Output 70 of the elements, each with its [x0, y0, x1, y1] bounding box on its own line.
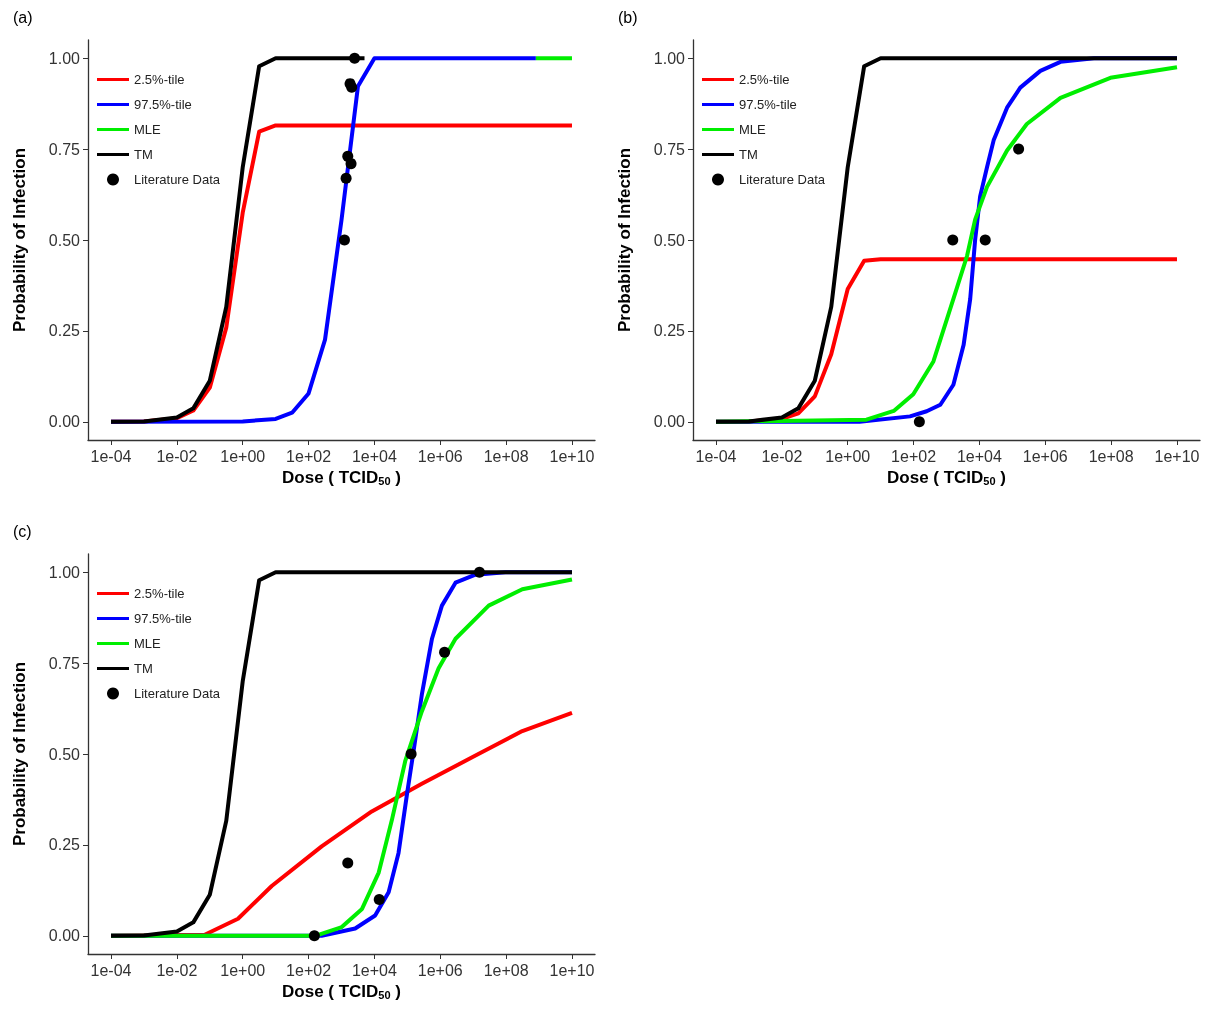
legend-label: Literature Data [134, 686, 221, 701]
chart-title: (a) [13, 8, 33, 26]
y-tick-label: 0.25 [48, 322, 81, 340]
x-tick-label: 1e+04 [351, 447, 397, 465]
x-tick-label: 1e-02 [156, 447, 198, 465]
chart-title: (b) [618, 8, 638, 26]
legend-label: TM [134, 661, 153, 676]
x-tick-label: 1e+10 [549, 447, 595, 465]
y-tick-label: 0.75 [653, 140, 686, 158]
y-tick-label: 0.00 [48, 413, 81, 431]
y-tick-label: 0.75 [48, 140, 81, 158]
x-tick-label: 1e-02 [761, 447, 803, 465]
legend-label: Literature Data [739, 172, 826, 187]
legend-label: MLE [739, 122, 767, 137]
y-tick-label: 0.75 [48, 654, 81, 672]
legend-label: 2.5%-tile [134, 72, 185, 87]
y-axis-title: Probability of Infection [10, 147, 29, 333]
point [913, 416, 925, 428]
point [373, 893, 385, 905]
y-tick-label: 0.25 [653, 322, 686, 340]
x-tick-label: 1e+06 [1022, 447, 1068, 465]
x-tick-label: 1e+08 [1088, 447, 1134, 465]
legend-label: TM [134, 147, 153, 162]
y-tick-label: 0.50 [48, 231, 81, 249]
point [473, 566, 485, 578]
legend-label: 2.5%-tile [134, 586, 185, 601]
x-tick-label: 1e+02 [286, 961, 332, 979]
chart-title: (c) [13, 522, 32, 540]
y-tick-label: 0.25 [48, 836, 81, 854]
x-tick-label: 1e-04 [90, 447, 132, 465]
y-tick-label: 0.00 [48, 927, 81, 945]
legend-label: 97.5%-tile [739, 97, 797, 112]
y-axis-title: Probability of Infection [615, 147, 634, 333]
y-axis-title: Probability of Infection [10, 661, 29, 847]
x-tick-label: 1e+08 [483, 447, 529, 465]
y-tick-label: 1.00 [48, 563, 81, 581]
point [342, 857, 354, 869]
point [947, 234, 959, 246]
x-tick-label: 1e+10 [549, 961, 595, 979]
y-tick-label: 0.50 [653, 231, 686, 249]
y-tick-label: 0.00 [653, 413, 686, 431]
point [979, 234, 991, 246]
legend-label: 97.5%-tile [134, 611, 192, 626]
y-tick-label: 0.50 [48, 745, 81, 763]
legend-label: MLE [134, 636, 162, 651]
y-tick-label: 1.00 [48, 49, 81, 67]
x-tick-label: 1e+00 [220, 961, 266, 979]
x-tick-label: 1e+10 [1154, 447, 1200, 465]
point [308, 930, 320, 942]
x-tick-label: 1e+02 [891, 447, 937, 465]
legend-label: 2.5%-tile [739, 72, 790, 87]
x-tick-label: 1e+00 [825, 447, 871, 465]
legend-label: Literature Data [134, 172, 221, 187]
x-tick-label: 1e+06 [417, 447, 463, 465]
x-tick-label: 1e+04 [956, 447, 1002, 465]
legend-label: 97.5%-tile [134, 97, 192, 112]
x-tick-label: 1e-04 [90, 961, 132, 979]
y-tick-label: 1.00 [653, 49, 686, 67]
point [1013, 143, 1025, 155]
x-tick-label: 1e+04 [351, 961, 397, 979]
legend-label: MLE [134, 122, 162, 137]
x-tick-label: 1e+06 [417, 961, 463, 979]
x-tick-label: 1e+02 [286, 447, 332, 465]
x-tick-label: 1e-04 [695, 447, 737, 465]
x-tick-label: 1e-02 [156, 961, 198, 979]
x-tick-label: 1e+00 [220, 447, 266, 465]
point [439, 646, 451, 658]
legend-label: TM [739, 147, 758, 162]
x-tick-label: 1e+08 [483, 961, 529, 979]
point [405, 748, 417, 760]
